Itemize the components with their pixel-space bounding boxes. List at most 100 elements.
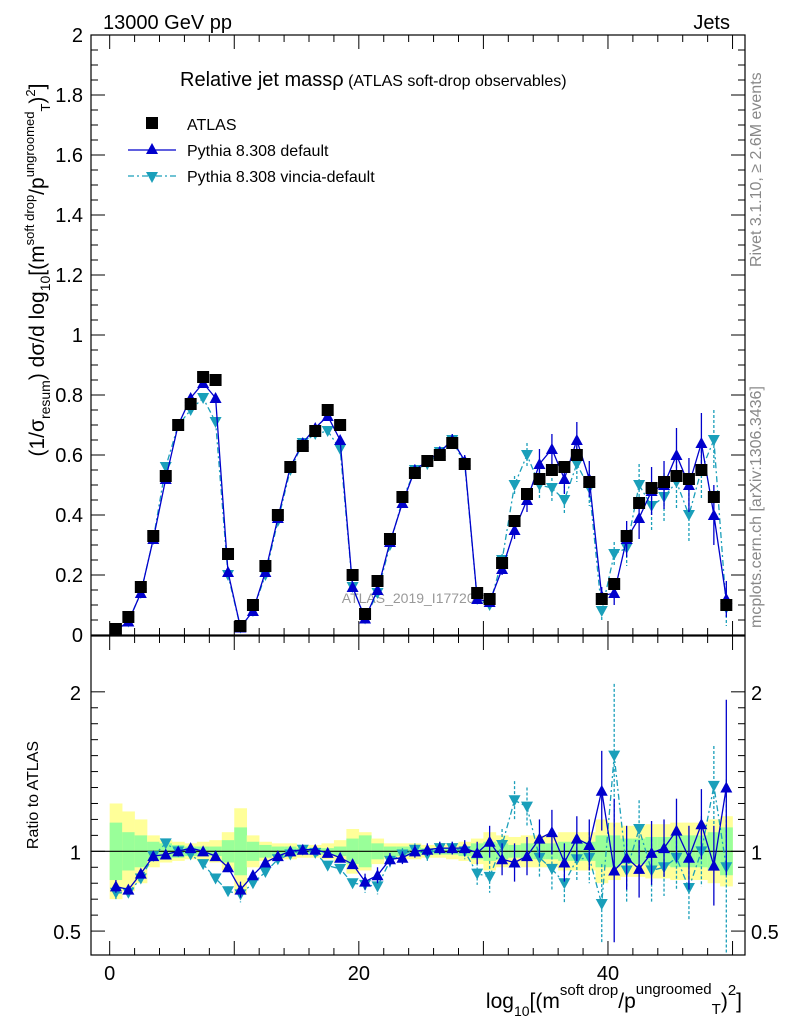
legend-marker-vincia [146, 172, 158, 183]
vincia-ratio-point [246, 878, 259, 890]
atlas-point [408, 467, 421, 479]
atlas-point [259, 560, 272, 572]
atlas-point [383, 533, 396, 545]
default-main-point [533, 458, 546, 469]
atlas-point [707, 491, 720, 503]
default-ratio-point [209, 850, 222, 862]
default-ratio-point [396, 851, 409, 863]
atlas-point [521, 488, 533, 500]
vincia-ratio-point [595, 898, 608, 910]
default-ratio-point [321, 846, 334, 858]
legend-marker-atlas [146, 117, 158, 129]
default-main-point [670, 449, 683, 460]
atlas-point [159, 470, 172, 482]
atlas-point [608, 578, 621, 590]
default-ratio-point [446, 842, 459, 854]
vincia-ratio-point [334, 863, 347, 875]
atlas-point [359, 608, 372, 620]
vincia-ratio-point [707, 780, 720, 792]
atlas-point [620, 530, 633, 542]
main-axes: 0 0.2 0.4 0.6 0.8 1 1.2 1.4 1.6 1.8 2 [55, 25, 746, 647]
default-main-point [633, 512, 646, 523]
atlas-point [284, 461, 297, 473]
ratio-frame [90, 635, 746, 956]
default-main-point [695, 437, 708, 448]
ratio-xtick-label: 40 [597, 963, 619, 985]
default-ratio-point [296, 843, 309, 855]
vincia-ratio-point [346, 878, 359, 890]
main-ytick-label: 0 [72, 625, 83, 647]
main-ytick-label: 2 [72, 25, 83, 47]
default-ratio-point [371, 869, 384, 881]
vincia-main-point [558, 495, 571, 506]
atlas-point [147, 530, 160, 542]
legend: ATLAS Pythia 8.308 default Pythia 8.308 … [128, 117, 375, 186]
default-ratio-point [583, 838, 596, 850]
vincia-ratio-point [545, 863, 558, 875]
default-main-point [707, 509, 720, 520]
default-ratio-point [595, 784, 608, 796]
vincia-ratio-point [371, 881, 384, 893]
main-ytick-label: 1.8 [55, 85, 83, 107]
main-plot-marks [109, 371, 733, 637]
vincia-main-point [508, 480, 521, 491]
atlas-point [658, 476, 671, 488]
atlas-point [184, 398, 197, 410]
legend-marker-default [146, 143, 158, 154]
default-ratio-point [670, 824, 683, 836]
vincia-ratio-point [471, 868, 484, 880]
atlas-point [209, 374, 222, 386]
atlas-point [458, 458, 471, 470]
atlas-point [545, 464, 558, 476]
default-ratio-point [147, 850, 160, 862]
default-main-point [608, 587, 621, 598]
atlas-point [483, 593, 496, 605]
main-ytick-label: 0.4 [55, 505, 83, 527]
default-ratio-point [222, 861, 235, 873]
vincia-main-point [682, 510, 695, 521]
ratio-ytick-label-right: 2 [751, 683, 762, 705]
vincia-ratio-point [259, 867, 272, 879]
atlas-point [633, 497, 646, 509]
default-main-point [508, 524, 521, 535]
default-ratio-point [122, 883, 135, 895]
atlas-point [682, 473, 695, 485]
default-main-point [371, 584, 384, 595]
ratio-y-axis-label: Ratio to ATLAS [25, 741, 42, 849]
default-ratio-point [172, 845, 185, 857]
atlas-point [645, 482, 658, 494]
vincia-main-point [608, 549, 621, 560]
legend-title-main: Relative jet massρ [180, 69, 344, 91]
main-ytick-label: 0.8 [55, 385, 83, 407]
default-ratio-point [545, 826, 558, 838]
mcplots-label: mcplots.cern.ch [arXiv:1306.3436] [748, 386, 765, 628]
default-ratio-point [483, 835, 496, 847]
default-main-point [334, 434, 347, 445]
atlas-point [321, 404, 334, 416]
default-ratio-point [458, 842, 471, 854]
default-main-point [558, 473, 571, 484]
default-ratio-point [109, 880, 122, 892]
vincia-ratio-point [608, 750, 621, 762]
ratio-ytick-label-right: 0.5 [751, 922, 779, 944]
atlas-point [309, 425, 322, 437]
vincia-ratio-point [159, 838, 172, 850]
default-ratio-point [421, 843, 434, 855]
vincia-ratio-point [483, 871, 496, 883]
main-y-axis-label: (1/σresum) dσ/d log10[(msoft drop/pungro… [22, 83, 53, 456]
vincia-main-point [197, 393, 210, 404]
vincia-ratio-point [222, 886, 235, 898]
atlas-point [446, 437, 459, 449]
vincia-main-point [321, 426, 334, 437]
legend-title-sub: (ATLAS soft-drop observables) [344, 73, 567, 90]
legend-title: Relative jet massρ (ATLAS soft-drop obse… [180, 69, 567, 91]
default-ratio-point [682, 851, 695, 863]
default-main-point [570, 434, 583, 445]
atlas-point [246, 599, 259, 611]
vincia-ratio-point [321, 860, 334, 872]
rivet-label: Rivet 3.1.10, ≥ 2.6M events [748, 72, 765, 267]
watermark: ATLAS_2019_I1772062 [342, 590, 491, 606]
atlas-point [720, 599, 733, 611]
vincia-ratio-point [209, 873, 222, 885]
